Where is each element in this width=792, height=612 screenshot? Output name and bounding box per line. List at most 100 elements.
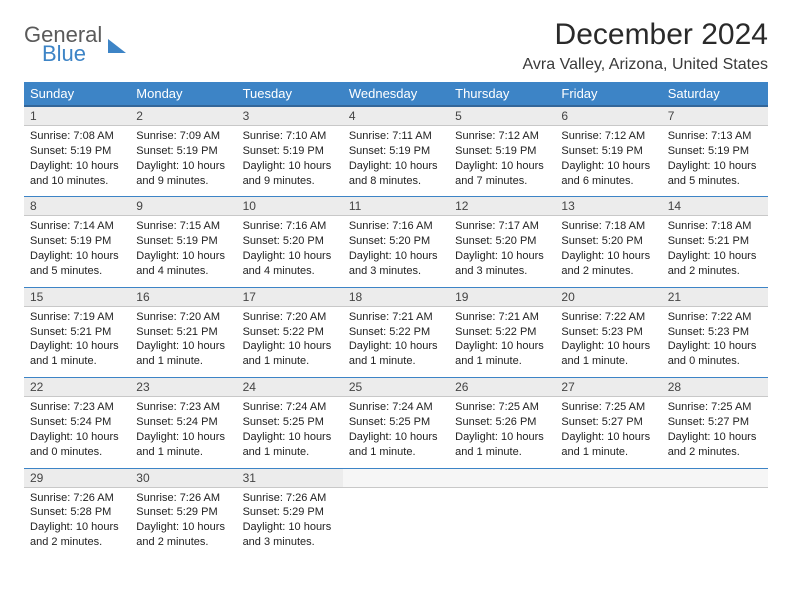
sunset-text: Sunset: 5:19 PM [136, 144, 230, 159]
sunrise-text: Sunrise: 7:20 AM [136, 310, 230, 325]
daylight-text: Daylight: 10 hours and 1 minute. [561, 339, 655, 369]
daylight-text: Daylight: 10 hours and 1 minute. [136, 339, 230, 369]
day-number-cell: 21 [662, 287, 768, 306]
content-row: Sunrise: 7:26 AMSunset: 5:28 PMDaylight:… [24, 487, 768, 558]
day-number-cell: 5 [449, 106, 555, 126]
sunset-text: Sunset: 5:19 PM [668, 144, 762, 159]
sunrise-text: Sunrise: 7:09 AM [136, 129, 230, 144]
daylight-text: Daylight: 10 hours and 4 minutes. [136, 249, 230, 279]
day-content-cell: Sunrise: 7:25 AMSunset: 5:26 PMDaylight:… [449, 397, 555, 468]
sunrise-text: Sunrise: 7:18 AM [668, 219, 762, 234]
logo-blue: Blue [42, 43, 102, 65]
day-content-cell: Sunrise: 7:23 AMSunset: 5:24 PMDaylight:… [130, 397, 236, 468]
sunrise-text: Sunrise: 7:25 AM [455, 400, 549, 415]
sunset-text: Sunset: 5:19 PM [243, 144, 337, 159]
sunset-text: Sunset: 5:29 PM [136, 505, 230, 520]
logo: General Blue [24, 18, 126, 65]
day-content-cell: Sunrise: 7:12 AMSunset: 5:19 PMDaylight:… [449, 126, 555, 197]
day-content-cell: Sunrise: 7:13 AMSunset: 5:19 PMDaylight:… [662, 126, 768, 197]
sunrise-text: Sunrise: 7:24 AM [243, 400, 337, 415]
daynum-row: 293031 [24, 468, 768, 487]
day-number-cell [343, 468, 449, 487]
sunset-text: Sunset: 5:22 PM [243, 325, 337, 340]
daylight-text: Daylight: 10 hours and 1 minute. [243, 430, 337, 460]
sunset-text: Sunset: 5:23 PM [561, 325, 655, 340]
daylight-text: Daylight: 10 hours and 1 minute. [349, 339, 443, 369]
daylight-text: Daylight: 10 hours and 5 minutes. [668, 159, 762, 189]
daylight-text: Daylight: 10 hours and 1 minute. [561, 430, 655, 460]
day-number-cell: 10 [237, 197, 343, 216]
day-content-cell: Sunrise: 7:19 AMSunset: 5:21 PMDaylight:… [24, 306, 130, 377]
daynum-row: 1234567 [24, 106, 768, 126]
daylight-text: Daylight: 10 hours and 3 minutes. [349, 249, 443, 279]
day-content-cell: Sunrise: 7:18 AMSunset: 5:20 PMDaylight:… [555, 216, 661, 287]
day-number-cell: 28 [662, 378, 768, 397]
day-content-cell: Sunrise: 7:09 AMSunset: 5:19 PMDaylight:… [130, 126, 236, 197]
day-number-cell: 31 [237, 468, 343, 487]
day-number-cell: 25 [343, 378, 449, 397]
sunrise-text: Sunrise: 7:11 AM [349, 129, 443, 144]
day-content-cell: Sunrise: 7:22 AMSunset: 5:23 PMDaylight:… [662, 306, 768, 377]
day-content-cell: Sunrise: 7:23 AMSunset: 5:24 PMDaylight:… [24, 397, 130, 468]
day-content-cell: Sunrise: 7:18 AMSunset: 5:21 PMDaylight:… [662, 216, 768, 287]
day-content-cell: Sunrise: 7:20 AMSunset: 5:21 PMDaylight:… [130, 306, 236, 377]
sunset-text: Sunset: 5:21 PM [30, 325, 124, 340]
content-row: Sunrise: 7:14 AMSunset: 5:19 PMDaylight:… [24, 216, 768, 287]
weekday-header: Friday [555, 82, 661, 106]
daylight-text: Daylight: 10 hours and 9 minutes. [136, 159, 230, 189]
sunrise-text: Sunrise: 7:22 AM [561, 310, 655, 325]
day-number-cell: 14 [662, 197, 768, 216]
sunset-text: Sunset: 5:19 PM [561, 144, 655, 159]
sunrise-text: Sunrise: 7:20 AM [243, 310, 337, 325]
content-row: Sunrise: 7:08 AMSunset: 5:19 PMDaylight:… [24, 126, 768, 197]
day-number-cell: 6 [555, 106, 661, 126]
day-number-cell: 17 [237, 287, 343, 306]
day-number-cell: 9 [130, 197, 236, 216]
daylight-text: Daylight: 10 hours and 5 minutes. [30, 249, 124, 279]
sunrise-text: Sunrise: 7:26 AM [243, 491, 337, 506]
day-content-cell: Sunrise: 7:16 AMSunset: 5:20 PMDaylight:… [343, 216, 449, 287]
sunrise-text: Sunrise: 7:10 AM [243, 129, 337, 144]
day-number-cell: 26 [449, 378, 555, 397]
day-number-cell: 11 [343, 197, 449, 216]
day-number-cell: 18 [343, 287, 449, 306]
daynum-row: 891011121314 [24, 197, 768, 216]
daylight-text: Daylight: 10 hours and 3 minutes. [243, 520, 337, 550]
sunset-text: Sunset: 5:19 PM [349, 144, 443, 159]
day-content-cell: Sunrise: 7:12 AMSunset: 5:19 PMDaylight:… [555, 126, 661, 197]
daylight-text: Daylight: 10 hours and 0 minutes. [668, 339, 762, 369]
weekday-header: Sunday [24, 82, 130, 106]
day-content-cell [343, 487, 449, 558]
sunrise-text: Sunrise: 7:08 AM [30, 129, 124, 144]
sunset-text: Sunset: 5:29 PM [243, 505, 337, 520]
day-content-cell: Sunrise: 7:25 AMSunset: 5:27 PMDaylight:… [555, 397, 661, 468]
sunrise-text: Sunrise: 7:21 AM [349, 310, 443, 325]
calendar-table: Sunday Monday Tuesday Wednesday Thursday… [24, 82, 768, 558]
day-number-cell: 3 [237, 106, 343, 126]
daynum-row: 22232425262728 [24, 378, 768, 397]
sunrise-text: Sunrise: 7:19 AM [30, 310, 124, 325]
day-content-cell: Sunrise: 7:21 AMSunset: 5:22 PMDaylight:… [343, 306, 449, 377]
day-number-cell: 13 [555, 197, 661, 216]
day-content-cell: Sunrise: 7:14 AMSunset: 5:19 PMDaylight:… [24, 216, 130, 287]
day-content-cell [449, 487, 555, 558]
daylight-text: Daylight: 10 hours and 2 minutes. [668, 430, 762, 460]
weekday-header-row: Sunday Monday Tuesday Wednesday Thursday… [24, 82, 768, 106]
day-number-cell: 15 [24, 287, 130, 306]
sunset-text: Sunset: 5:20 PM [561, 234, 655, 249]
sunrise-text: Sunrise: 7:15 AM [136, 219, 230, 234]
day-number-cell [555, 468, 661, 487]
daylight-text: Daylight: 10 hours and 0 minutes. [30, 430, 124, 460]
sunset-text: Sunset: 5:24 PM [30, 415, 124, 430]
content-row: Sunrise: 7:23 AMSunset: 5:24 PMDaylight:… [24, 397, 768, 468]
day-content-cell: Sunrise: 7:11 AMSunset: 5:19 PMDaylight:… [343, 126, 449, 197]
day-number-cell [662, 468, 768, 487]
daylight-text: Daylight: 10 hours and 1 minute. [455, 339, 549, 369]
day-number-cell: 29 [24, 468, 130, 487]
sunrise-text: Sunrise: 7:25 AM [668, 400, 762, 415]
day-number-cell: 30 [130, 468, 236, 487]
sunset-text: Sunset: 5:22 PM [349, 325, 443, 340]
daylight-text: Daylight: 10 hours and 10 minutes. [30, 159, 124, 189]
day-number-cell: 12 [449, 197, 555, 216]
sunset-text: Sunset: 5:21 PM [668, 234, 762, 249]
